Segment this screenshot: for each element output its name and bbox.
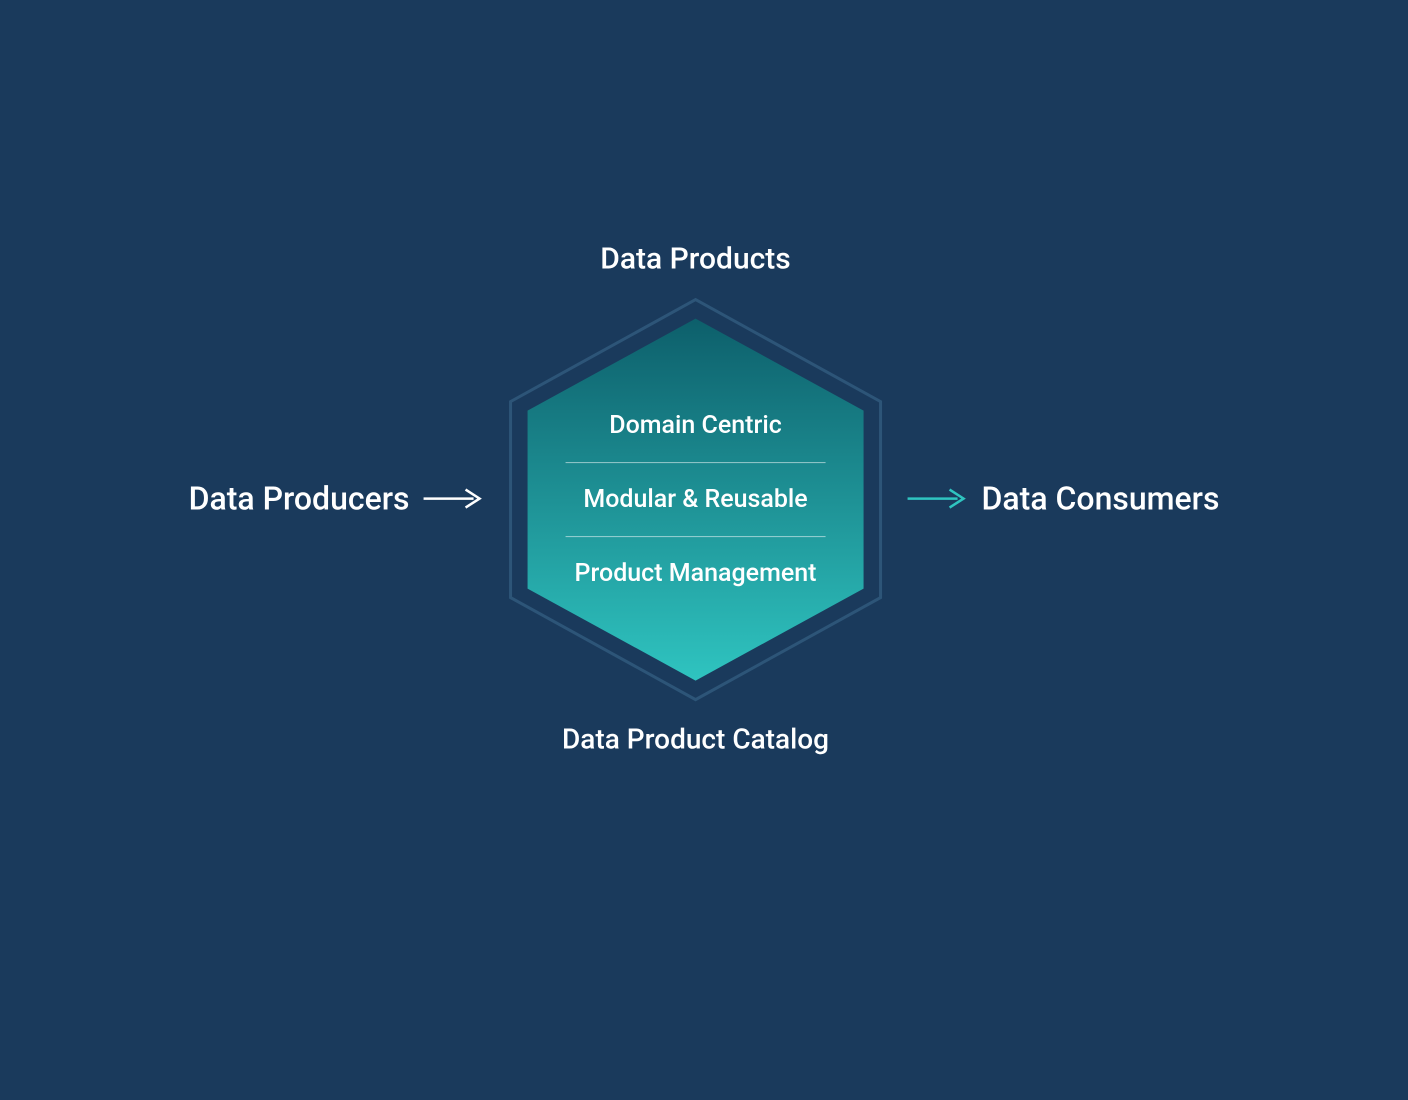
left-label: Data Producers xyxy=(189,480,410,518)
hexagon-line-1: Domain Centric xyxy=(609,389,781,462)
top-label: Data Products xyxy=(600,242,790,277)
right-label: Data Consumers xyxy=(982,480,1220,518)
center-section: Data Products Domain Centric Modular & R… xyxy=(496,242,896,756)
hexagon-wrapper: Domain Centric Modular & Reusable Produc… xyxy=(496,295,896,705)
bottom-label: Data Product Catalog xyxy=(562,723,829,756)
arrow-right-icon xyxy=(906,487,970,511)
diagram-container: Data Producers Data Products Dom xyxy=(189,242,1220,756)
hexagon-line-2: Modular & Reusable xyxy=(583,463,807,536)
hexagon-line-3: Product Management xyxy=(575,537,817,610)
right-section: Data Consumers xyxy=(906,480,1220,518)
arrow-right-icon xyxy=(422,487,486,511)
left-section: Data Producers xyxy=(189,480,486,518)
hexagon-content: Domain Centric Modular & Reusable Produc… xyxy=(556,389,836,610)
